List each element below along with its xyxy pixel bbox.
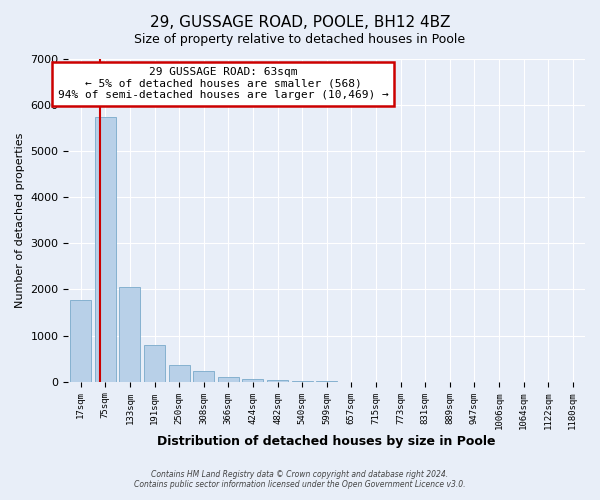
Text: Size of property relative to detached houses in Poole: Size of property relative to detached ho… bbox=[134, 32, 466, 46]
Bar bbox=[242, 379, 263, 382]
Bar bbox=[70, 300, 91, 382]
Text: Contains HM Land Registry data © Crown copyright and database right 2024.
Contai: Contains HM Land Registry data © Crown c… bbox=[134, 470, 466, 489]
Bar bbox=[218, 376, 239, 382]
Bar bbox=[144, 344, 165, 382]
Bar bbox=[119, 287, 140, 382]
Bar bbox=[193, 371, 214, 382]
X-axis label: Distribution of detached houses by size in Poole: Distribution of detached houses by size … bbox=[157, 434, 496, 448]
Y-axis label: Number of detached properties: Number of detached properties bbox=[15, 132, 25, 308]
Text: 29, GUSSAGE ROAD, POOLE, BH12 4BZ: 29, GUSSAGE ROAD, POOLE, BH12 4BZ bbox=[150, 15, 450, 30]
Bar bbox=[169, 364, 190, 382]
Text: 29 GUSSAGE ROAD: 63sqm
← 5% of detached houses are smaller (568)
94% of semi-det: 29 GUSSAGE ROAD: 63sqm ← 5% of detached … bbox=[58, 68, 389, 100]
Bar bbox=[267, 380, 288, 382]
Bar bbox=[95, 116, 116, 382]
